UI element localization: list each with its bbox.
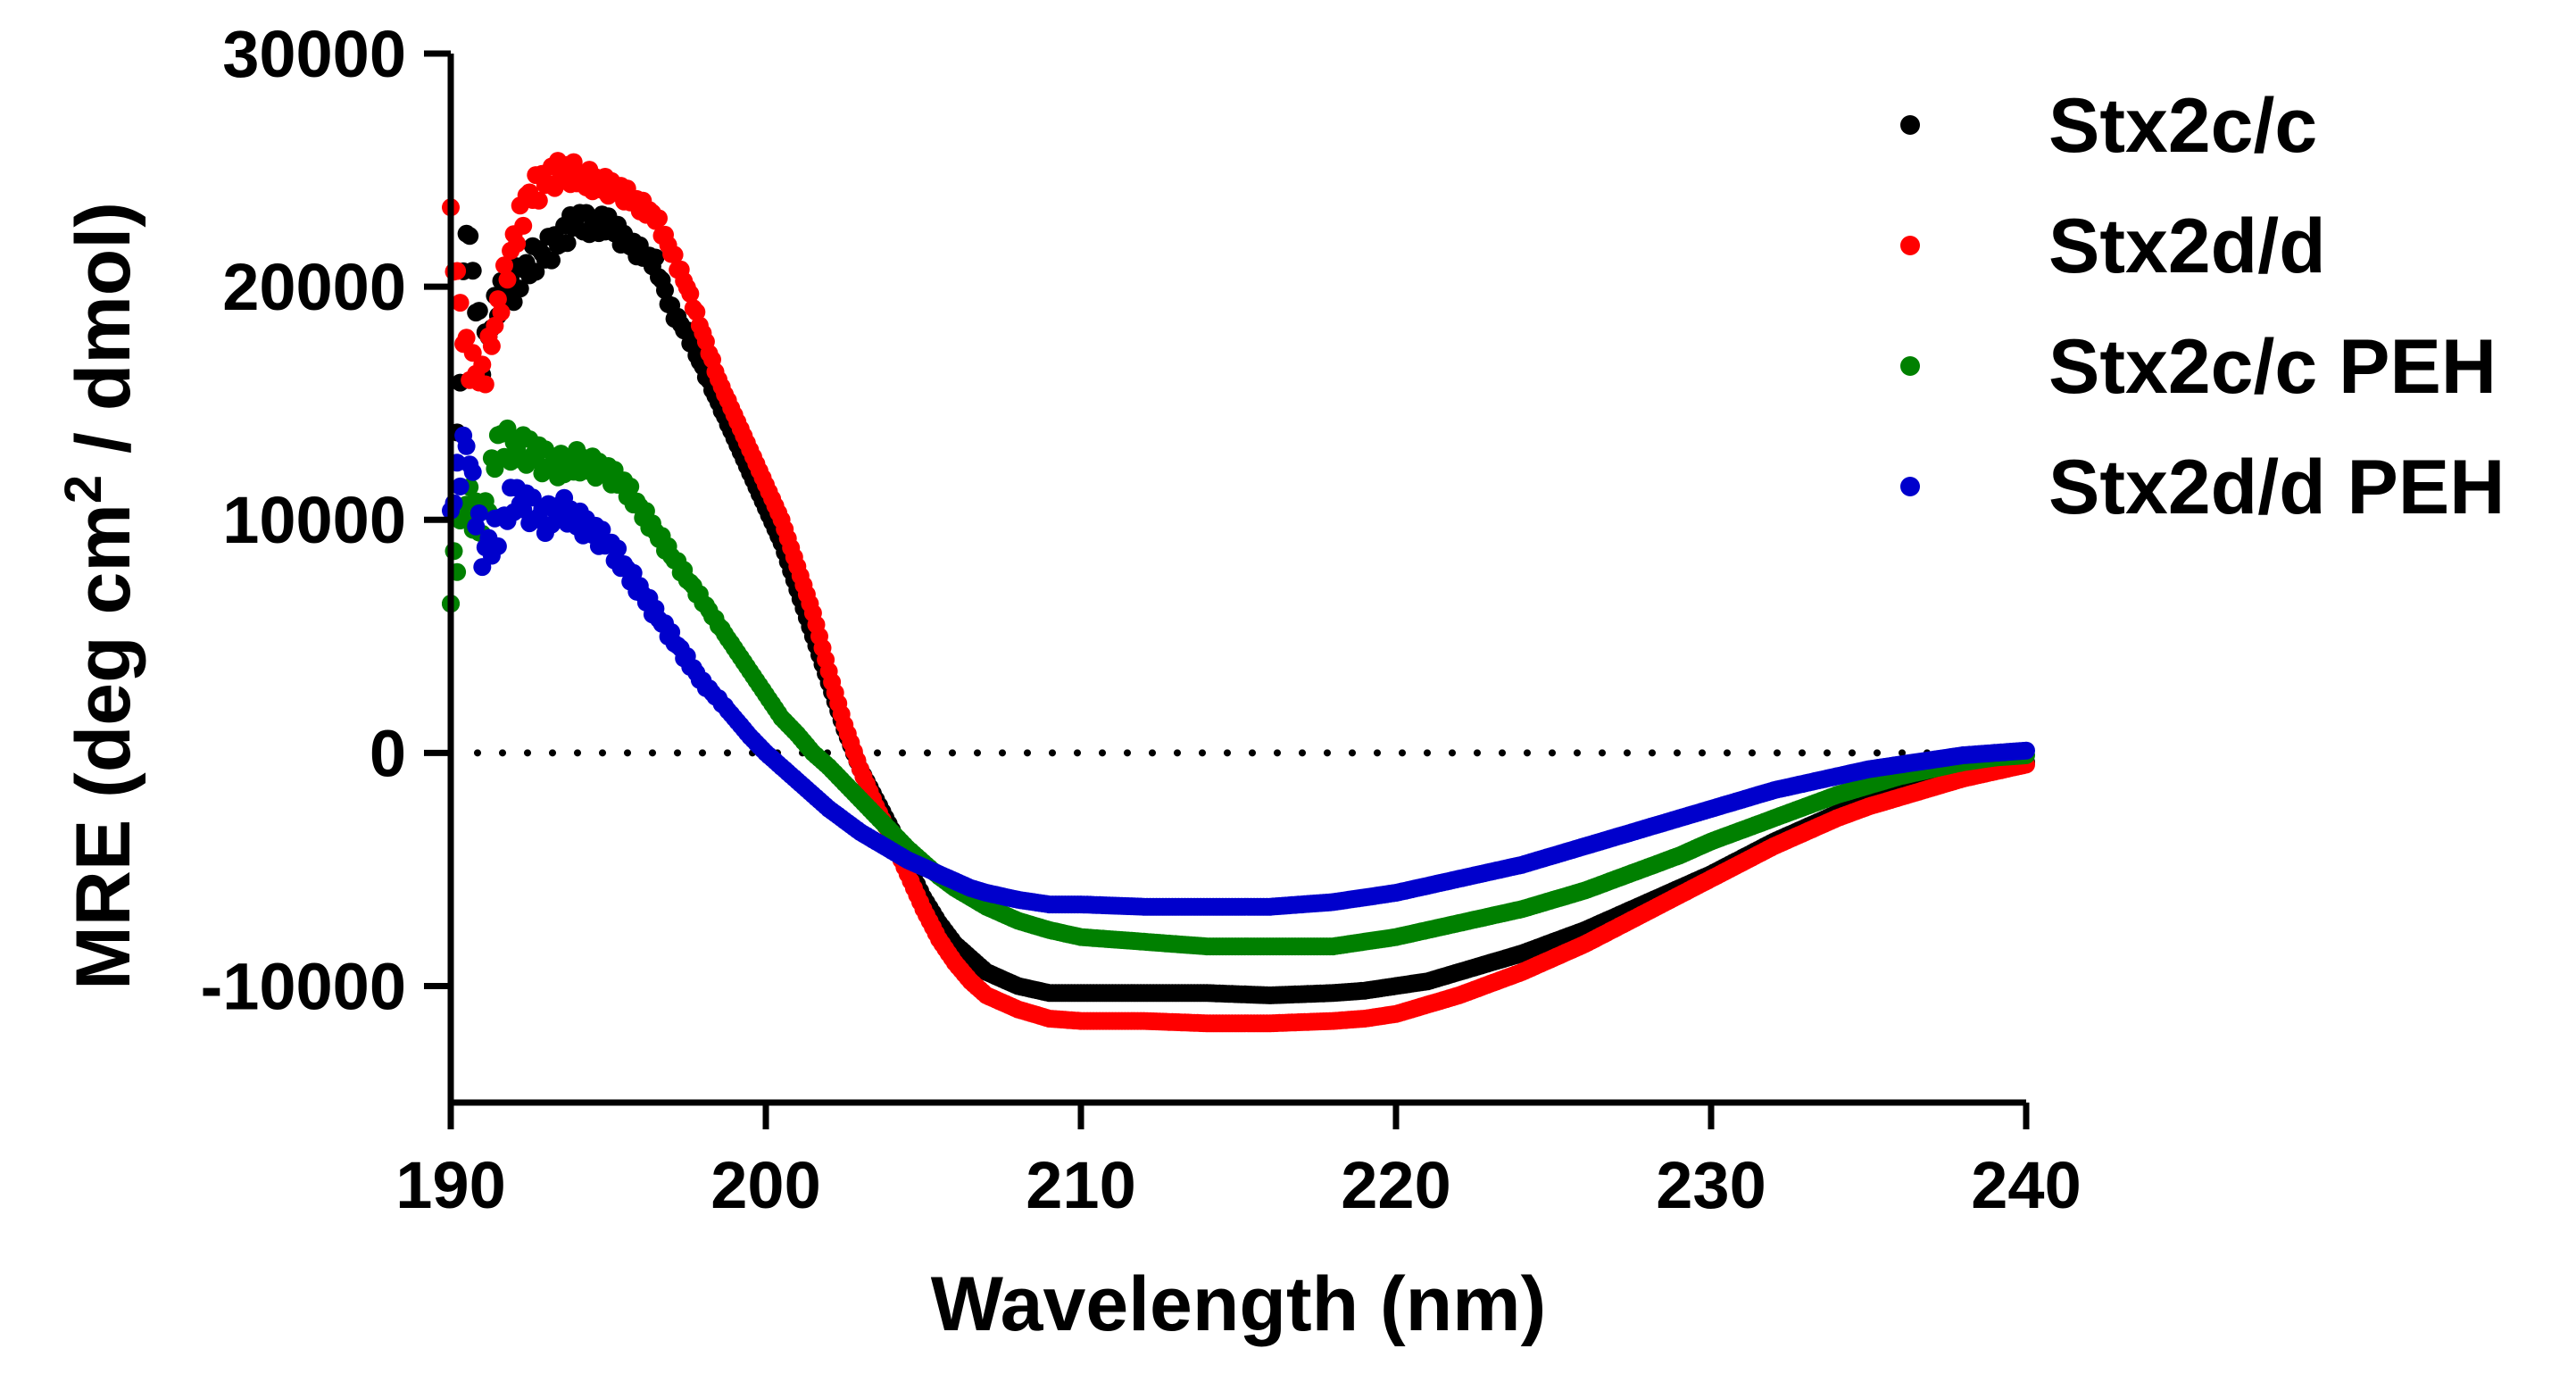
- y-tick-label: 20000: [222, 250, 406, 324]
- x-tick-label: 230: [1656, 1148, 1766, 1222]
- data-point: [457, 329, 476, 347]
- legend-label: Stx2c/c PEH: [2048, 324, 2497, 410]
- data-point: [498, 271, 517, 289]
- data-point: [527, 262, 545, 281]
- data-point: [687, 303, 706, 321]
- x-tick-label: 240: [1971, 1148, 2081, 1222]
- data-point: [473, 355, 492, 374]
- data-point: [463, 262, 482, 280]
- x-tick-label: 220: [1341, 1148, 1450, 1222]
- series-stx2d-d: [442, 152, 2035, 1033]
- data-point: [508, 235, 527, 253]
- data-point: [451, 294, 469, 312]
- data-point: [495, 256, 513, 275]
- y-tick-label: -10000: [201, 949, 406, 1023]
- y-tick-label: 10000: [222, 483, 406, 557]
- data-point: [461, 227, 479, 246]
- data-point: [514, 500, 533, 519]
- legend: Stx2c/c Stx2d/d Stx2c/c PEH Stx2d/d PEH: [1900, 83, 2505, 530]
- data-point: [486, 460, 504, 479]
- data-point: [476, 375, 494, 394]
- data-point: [451, 477, 469, 495]
- x-tick-label: 190: [395, 1148, 505, 1222]
- y-axis-title-prefix: MRE (deg cm: [61, 504, 146, 990]
- data-point: [488, 537, 507, 555]
- x-tick-label: 210: [1026, 1148, 1135, 1222]
- legend-marker: [1900, 115, 1920, 135]
- series-stx2d-d-peh: [442, 426, 2035, 916]
- y-axis-title-suffix: / dmol): [61, 202, 146, 475]
- data-point: [646, 248, 665, 267]
- axis-ticks: -10000 0 10000 20000 30000 190 200 210 220 230 240: [201, 17, 2082, 1222]
- y-axis-title-superscript: 2: [54, 475, 112, 504]
- data-point: [609, 539, 627, 558]
- data-point: [504, 293, 523, 312]
- x-axis-title: Wavelength (nm): [931, 1261, 1547, 1347]
- legend-label: Stx2d/d PEH: [2048, 445, 2505, 530]
- y-axis-title: MRE (deg cm2 / dmol): [54, 202, 146, 990]
- data-point: [469, 504, 488, 522]
- data-point: [593, 520, 611, 539]
- data-point: [469, 302, 488, 321]
- series-stx2c-c: [442, 204, 2035, 1004]
- y-tick-label: 30000: [222, 17, 406, 91]
- data-point: [650, 209, 668, 228]
- axes: [447, 54, 2026, 1106]
- data-point: [2017, 741, 2035, 760]
- x-tick-label: 200: [710, 1148, 820, 1222]
- legend-marker: [1900, 477, 1920, 496]
- y-tick-label: 0: [370, 716, 406, 790]
- data-point: [681, 285, 700, 303]
- data-series: [442, 152, 2035, 1033]
- data-point: [482, 337, 501, 355]
- data-point: [529, 191, 548, 210]
- data-point: [621, 478, 640, 495]
- data-point: [498, 419, 517, 437]
- data-point: [486, 316, 504, 335]
- data-point: [492, 303, 511, 321]
- legend-label: Stx2d/d: [2048, 204, 2326, 289]
- legend-marker: [1900, 236, 1920, 255]
- legend-label: Stx2c/c: [2048, 83, 2317, 169]
- data-point: [511, 279, 529, 298]
- data-point: [543, 251, 561, 270]
- data-point: [463, 462, 482, 481]
- series-stx2c-c-peh: [442, 419, 2035, 956]
- data-point: [514, 216, 533, 235]
- data-point: [457, 437, 476, 455]
- data-point: [656, 281, 674, 300]
- data-point: [665, 246, 684, 264]
- data-point: [558, 234, 577, 253]
- legend-marker: [1900, 356, 1920, 376]
